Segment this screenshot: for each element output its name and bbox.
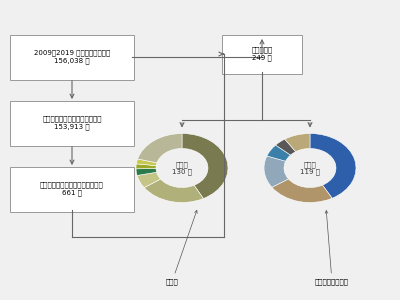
Text: 難聴と診断
249 例: 難聴と診断 249 例 [251, 47, 273, 61]
Wedge shape [264, 156, 288, 187]
FancyBboxPatch shape [10, 34, 134, 80]
Wedge shape [137, 172, 161, 188]
FancyBboxPatch shape [10, 100, 134, 146]
Text: 新生児聴覚スクリーニング受検
153,913 例: 新生児聴覚スクリーニング受検 153,913 例 [42, 116, 102, 130]
Wedge shape [267, 145, 290, 161]
Wedge shape [144, 179, 203, 202]
Wedge shape [276, 139, 296, 155]
Text: 一側性
119 例: 一側性 119 例 [300, 161, 320, 175]
Text: 衉牛神経形成不全: 衉牛神経形成不全 [315, 211, 349, 285]
Wedge shape [136, 159, 157, 166]
Text: 遣伝性: 遣伝性 [166, 210, 197, 285]
Wedge shape [310, 134, 356, 198]
FancyBboxPatch shape [222, 34, 302, 74]
Wedge shape [182, 134, 228, 199]
Wedge shape [285, 134, 310, 152]
Text: 2009～2019 年長野県全出生児
156,038 児: 2009～2019 年長野県全出生児 156,038 児 [34, 50, 110, 64]
Wedge shape [272, 179, 332, 202]
FancyBboxPatch shape [10, 167, 134, 212]
Wedge shape [138, 134, 182, 163]
Wedge shape [136, 164, 156, 169]
Text: 両側性
130 例: 両側性 130 例 [172, 161, 192, 175]
Text: 新生児聴覚スクリーニング要精査
661 例: 新生児聴覚スクリーニング要精査 661 例 [40, 182, 104, 196]
Wedge shape [136, 169, 157, 176]
